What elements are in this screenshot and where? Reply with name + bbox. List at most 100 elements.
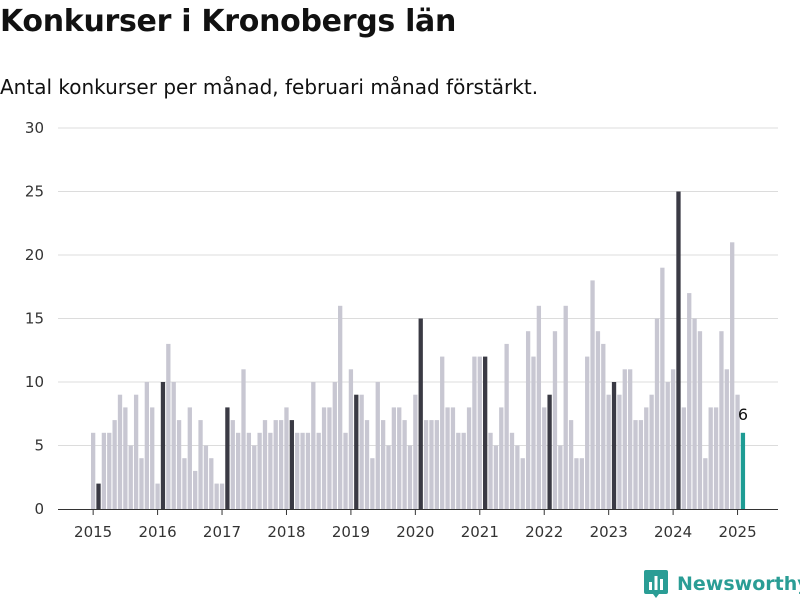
bar [536, 305, 542, 509]
bar [466, 407, 472, 509]
y-tick-label: 25 [25, 183, 44, 201]
bar [483, 356, 488, 509]
bar [117, 394, 123, 509]
x-tick-label: 2022 [525, 523, 563, 541]
y-tick-label: 0 [34, 500, 44, 518]
bar [418, 318, 423, 509]
bar [488, 432, 493, 509]
bar [112, 420, 117, 509]
bar [552, 331, 558, 509]
y-tick-label: 10 [25, 373, 44, 391]
bar [235, 432, 241, 509]
bar [225, 407, 230, 509]
bar [611, 382, 617, 509]
bar [515, 445, 520, 509]
gridlines [58, 127, 778, 446]
x-tick-label: 2017 [203, 523, 241, 541]
bar [150, 407, 155, 509]
bar [128, 445, 133, 509]
bar [456, 432, 461, 509]
bar [160, 382, 166, 509]
y-axis-ticks: 0 5 10 15 20 25 30 [25, 119, 44, 518]
bar [107, 432, 112, 509]
bar [171, 382, 176, 509]
bar [670, 369, 676, 509]
bar [450, 407, 456, 509]
bar [305, 432, 311, 509]
bar [429, 420, 434, 509]
bar [380, 420, 386, 509]
bar [525, 331, 531, 509]
bar [676, 191, 681, 509]
bar [504, 343, 509, 509]
brand-name: Newsworthy [677, 573, 800, 595]
bar [713, 407, 719, 509]
bar [585, 356, 590, 509]
bar [91, 432, 96, 509]
bar [687, 293, 692, 509]
bar [268, 432, 273, 509]
y-tick-label: 30 [25, 119, 44, 137]
bar [633, 420, 638, 509]
bar-chart-icon [644, 570, 668, 598]
bar [139, 458, 144, 509]
bar [343, 432, 348, 509]
bar [198, 420, 203, 509]
bar [724, 369, 729, 509]
bar [364, 420, 370, 509]
bar [644, 407, 649, 509]
bar [542, 407, 547, 509]
bar [230, 420, 235, 509]
bar [295, 432, 300, 509]
x-tick-label: 2025 [718, 523, 756, 541]
bar [654, 318, 660, 509]
x-tick-label: 2018 [267, 523, 305, 541]
x-tick-label: 2016 [138, 523, 176, 541]
x-tick-label: 2024 [654, 523, 692, 541]
bar [574, 458, 579, 509]
data-label: 6 [738, 405, 748, 424]
bar [273, 420, 278, 509]
bar [300, 432, 305, 509]
y-tick-label: 5 [34, 437, 44, 455]
bar [413, 394, 418, 509]
bar [509, 432, 515, 509]
chart-title: Konkurser i Kronobergs län [0, 4, 457, 39]
bar [740, 432, 746, 509]
x-tick-label: 2021 [461, 523, 499, 541]
y-tick-label: 15 [25, 310, 44, 328]
bar [214, 483, 219, 509]
bar [423, 420, 429, 509]
bar [284, 407, 289, 509]
newsworthy-logo: Newsworthy [643, 569, 800, 599]
bar [617, 394, 622, 509]
bar [499, 407, 504, 509]
bar [735, 394, 740, 509]
bar [338, 305, 343, 509]
bar [101, 432, 107, 509]
bar [166, 343, 171, 509]
bar [407, 445, 413, 509]
bar [246, 432, 252, 509]
bar [606, 394, 611, 509]
bar [601, 343, 606, 509]
bar [96, 483, 101, 509]
bar [649, 394, 654, 509]
bar [316, 432, 321, 509]
data-labels: 6 [738, 405, 748, 424]
bar [665, 382, 670, 509]
bar [568, 420, 574, 509]
bar [628, 369, 633, 509]
bar [155, 483, 160, 509]
bar [461, 432, 466, 509]
bar [257, 432, 262, 509]
x-tick-label: 2023 [590, 523, 628, 541]
bar [558, 445, 563, 509]
bar [434, 420, 439, 509]
bar [703, 458, 708, 509]
bar [375, 382, 380, 509]
bar [531, 356, 536, 509]
bar [493, 445, 499, 509]
x-tick-label: 2015 [74, 523, 112, 541]
